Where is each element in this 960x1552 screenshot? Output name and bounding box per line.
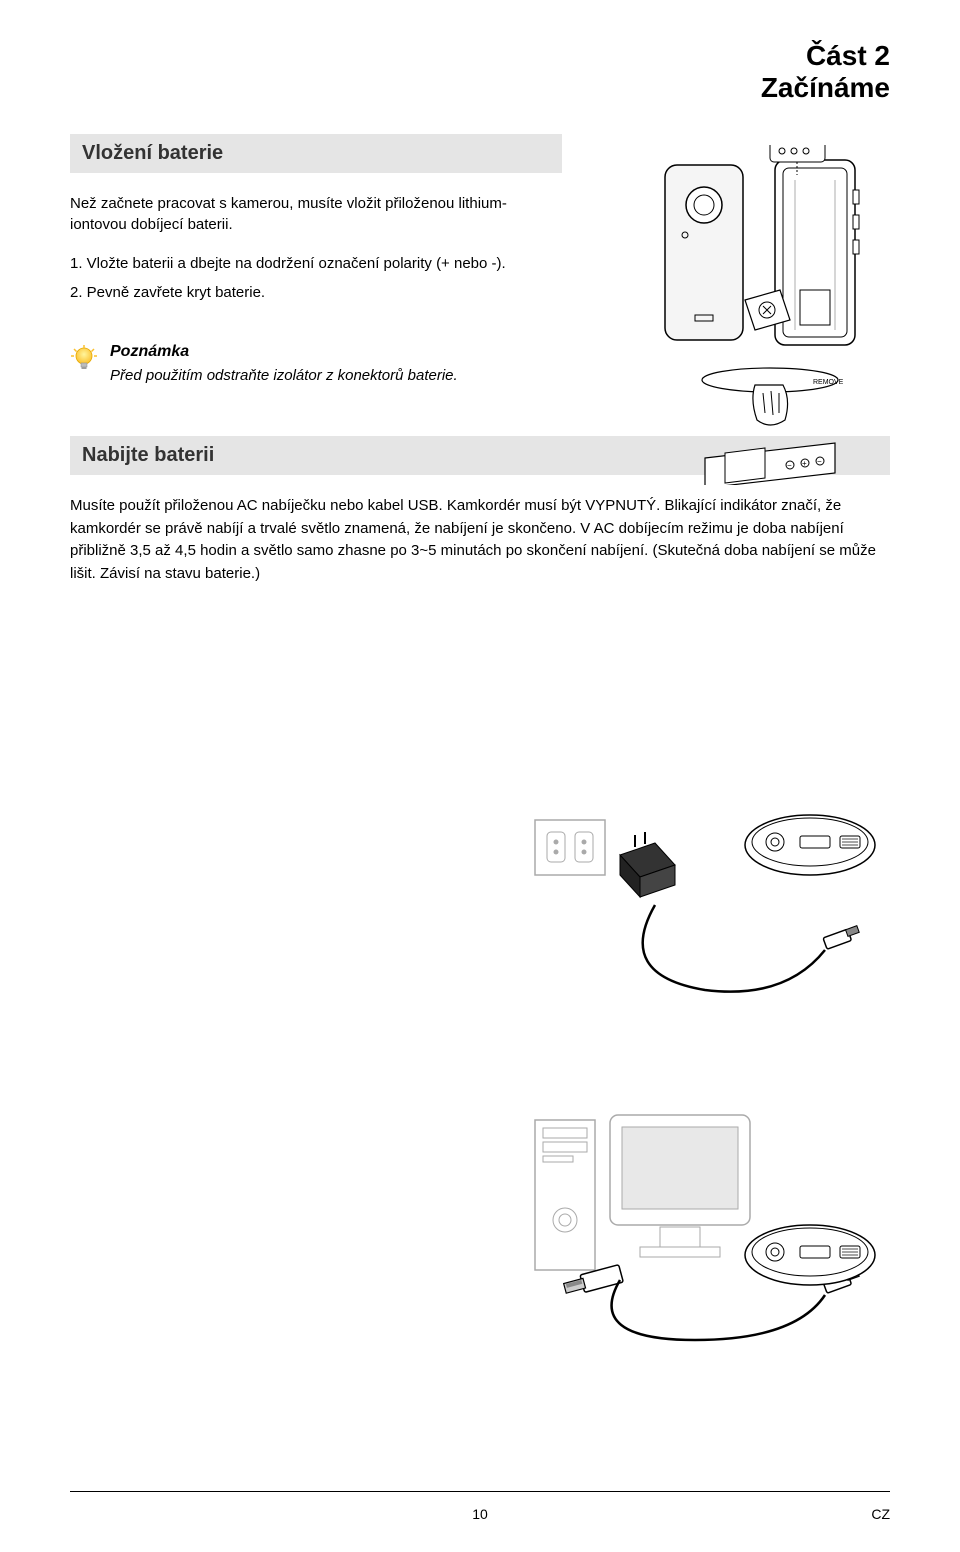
- section-heading-insert-battery: Vložení baterie: [70, 134, 562, 173]
- lightbulb-icon: [70, 345, 98, 373]
- chapter-part: Část 2: [70, 40, 890, 72]
- svg-text:REMOVE: REMOVE: [813, 379, 844, 386]
- note-content: Poznámka Před použitím odstraňte izoláto…: [110, 343, 521, 386]
- ac-charger-illustration: [525, 800, 885, 1025]
- footer-divider: [70, 1491, 890, 1492]
- note-body: Před použitím odstraňte izolátor z konek…: [110, 365, 521, 386]
- battery-insert-illustration: REMOVE − + −: [655, 145, 885, 490]
- svg-text:−: −: [817, 457, 822, 466]
- section1-step1: 1. Vložte baterii a dbejte na dodržení o…: [70, 253, 521, 274]
- section1-intro: Než začnete pracovat s kamerou, musíte v…: [70, 193, 521, 235]
- section2-paragraph: Musíte použít přiloženou AC nabíječku ne…: [70, 495, 890, 585]
- note-block: Poznámka Před použitím odstraňte izoláto…: [70, 343, 521, 386]
- pc-usb-illustration: [525, 1100, 885, 1365]
- chapter-title: Začínáme: [70, 72, 890, 104]
- page-number: 10: [0, 1506, 960, 1522]
- svg-text:−: −: [787, 461, 792, 470]
- chapter-header: Část 2 Začínáme: [70, 40, 890, 104]
- note-title: Poznámka: [110, 343, 521, 361]
- page-lang-code: CZ: [871, 1506, 890, 1522]
- svg-text:+: +: [802, 459, 807, 468]
- section1-step2: 2. Pevně zavřete kryt baterie.: [70, 282, 521, 303]
